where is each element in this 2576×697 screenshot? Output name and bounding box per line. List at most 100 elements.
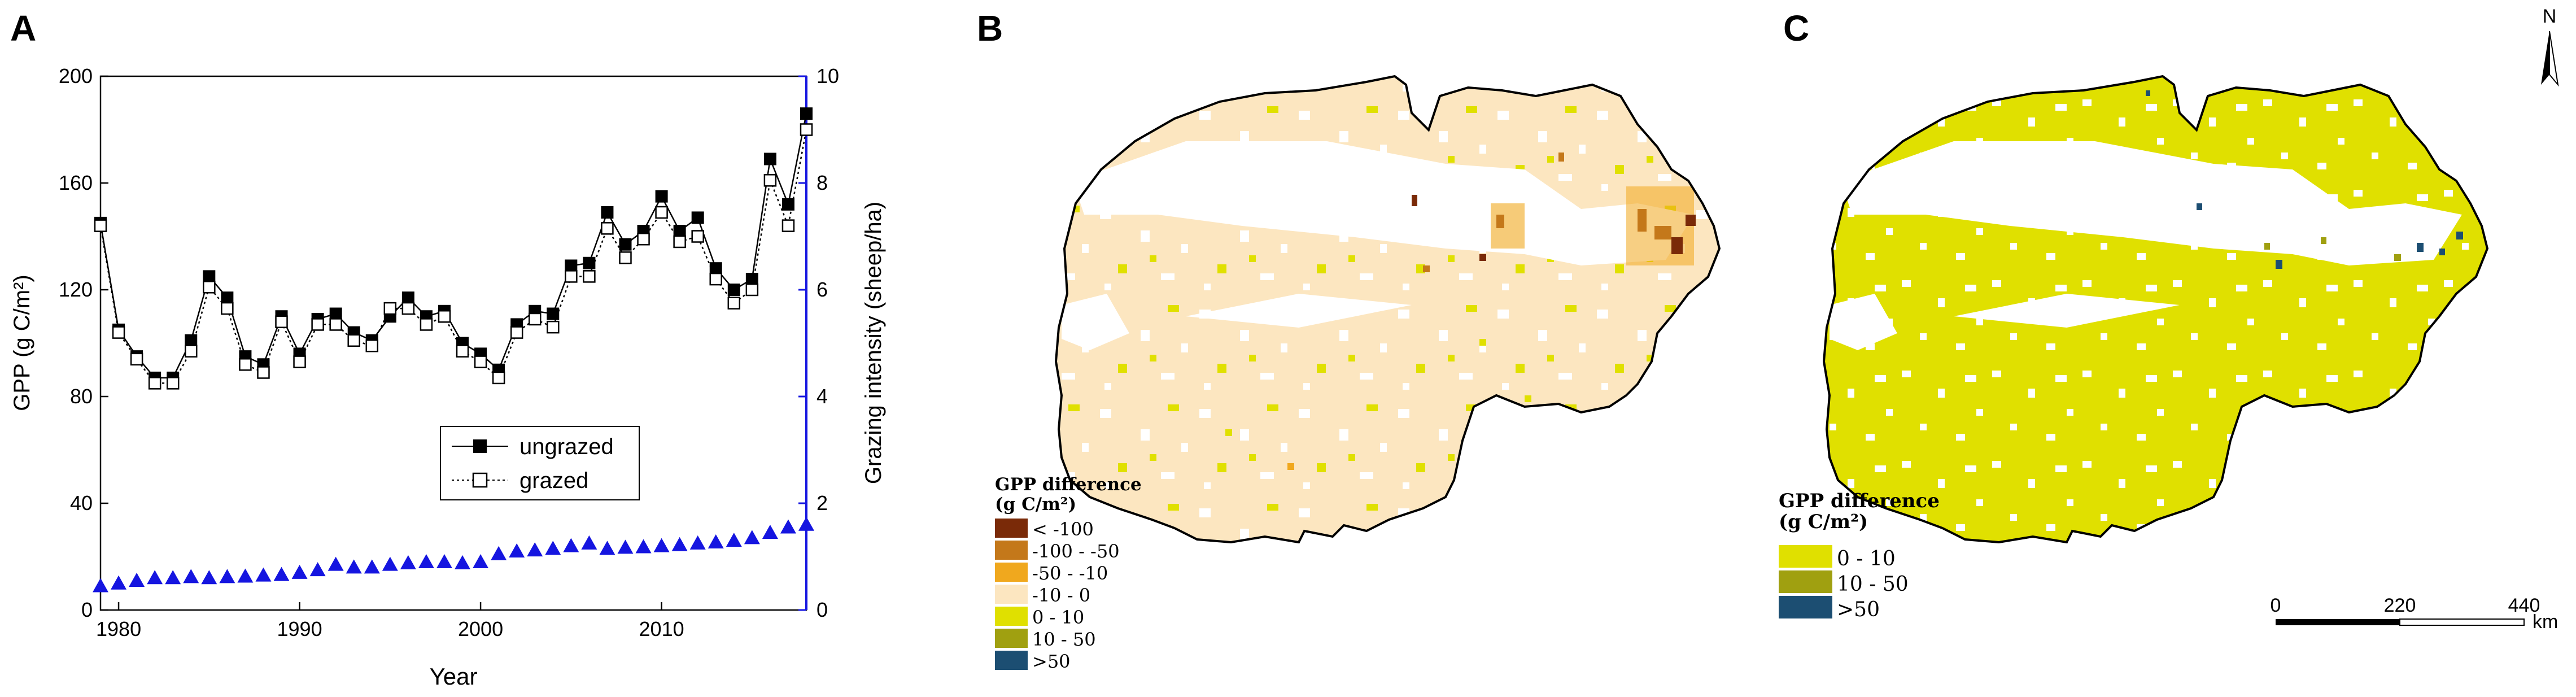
series-point-grazed [781, 219, 795, 232]
series-point-grazing-intensity [726, 533, 742, 547]
map-b-legend-unit: (g C/m²) [995, 494, 1076, 515]
series-point-grazing-intensity [617, 539, 634, 554]
series-point-ungrazed [185, 334, 198, 347]
series-point-grazing-intensity [364, 559, 380, 574]
series-point-ungrazed [745, 273, 758, 286]
series-point-grazing-intensity [798, 516, 814, 531]
series-point-grazing-intensity [273, 567, 290, 581]
series-point-grazing-intensity [581, 535, 597, 550]
map-c-legend-title: GPP difference [1779, 490, 1940, 512]
map-c-white-band [1841, 141, 2462, 265]
legend-label: 0 - 10 [1032, 607, 1084, 628]
series-point-ungrazed [655, 190, 668, 203]
y-tick-label: 0 [81, 598, 93, 621]
scale-tick-220: 220 [2384, 595, 2416, 616]
x-tick-label: 1980 [96, 617, 141, 641]
series-point-grazed [112, 326, 125, 339]
legend-swatch [995, 629, 1028, 648]
legend-label: -100 - -50 [1032, 541, 1120, 562]
y2-tick-label: 8 [817, 171, 828, 194]
series-point-grazed [94, 219, 107, 232]
series-point-grazing-intensity [309, 562, 326, 577]
series-point-grazed [727, 297, 741, 310]
y-tick-label: 160 [59, 171, 93, 194]
series-point-grazed [420, 318, 433, 331]
map-b-white-west [1062, 294, 1129, 350]
series-point-grazing-intensity [129, 573, 145, 587]
series-point-grazing-intensity [671, 537, 688, 551]
panel-a-letter: A [10, 8, 36, 49]
north-label: N [2543, 6, 2557, 27]
series-point-grazing-intensity [111, 575, 127, 590]
panel-c-letter: C [1783, 8, 1809, 49]
series-point-grazed [673, 235, 686, 249]
legend-label: < -100 [1032, 519, 1094, 540]
series-point-grazed [745, 283, 759, 297]
map-b-legend: GPP difference (g C/m²) < -100-100 - -50… [995, 474, 1142, 672]
series-point-grazing-intensity [635, 539, 652, 554]
y-tick-label: 120 [59, 278, 93, 301]
series-point-grazed [709, 272, 722, 286]
series-point-grazing-intensity [328, 556, 344, 571]
series-point-grazed [239, 358, 252, 371]
series-point-ungrazed [619, 238, 632, 251]
series-point-grazed [619, 251, 632, 264]
series-point-grazed [221, 302, 234, 315]
series-point-grazing-intensity [183, 569, 199, 583]
series-point-ungrazed [583, 256, 596, 269]
panel-c-map [1823, 75, 2488, 543]
x-tick-label: 2010 [639, 617, 684, 641]
map-b-fill [1056, 76, 1719, 542]
scale-bar-white [2399, 618, 2525, 626]
series-point-ungrazed [800, 107, 813, 120]
series-point-grazed [185, 345, 198, 358]
series-point-grazed [166, 377, 180, 390]
legend-swatch [995, 651, 1028, 670]
series-point-grazed [203, 281, 216, 294]
series-point-grazed [474, 355, 487, 368]
legend-swatch [995, 563, 1028, 582]
x-axis-label: Year [430, 663, 478, 690]
panel-b-letter: B [977, 8, 1003, 49]
series-point-grazed [347, 334, 360, 347]
series-point-grazed [311, 318, 324, 331]
legend-grazed-label: grazed [519, 468, 588, 493]
map-b-hotspots [1225, 153, 1696, 470]
series-point-grazing-intensity [237, 568, 254, 583]
series-point-grazed [130, 352, 143, 366]
series-point-grazed [148, 377, 161, 390]
series-point-grazed [456, 345, 469, 358]
series-point-grazing-intensity [744, 530, 760, 544]
series-point-grazed [438, 310, 451, 323]
series-point-grazing-intensity [147, 570, 163, 585]
map-c-white-strip [1954, 294, 2180, 328]
series-point-ungrazed [401, 291, 414, 304]
series-point-grazed [637, 232, 650, 246]
series-point-grazing-intensity [436, 554, 452, 568]
map-b-white-band [1073, 141, 1694, 265]
series-point-ungrazed [691, 211, 704, 224]
series-point-grazing-intensity [708, 534, 724, 548]
series-point-grazing-intensity [653, 538, 670, 552]
series-point-grazed [691, 230, 704, 243]
legend-swatch [1779, 570, 1832, 593]
series-point-grazed [383, 302, 397, 315]
scale-bar: 0 220 440 km [2271, 595, 2558, 633]
series-point-grazing-intensity [400, 555, 416, 569]
series-point-grazed [401, 302, 415, 315]
series-point-grazed [655, 206, 668, 219]
series-point-ungrazed [329, 307, 342, 320]
series-point-grazing-intensity [599, 541, 615, 555]
series-point-ungrazed [565, 259, 578, 272]
scale-unit: km [2533, 611, 2558, 633]
y2-tick-label: 4 [817, 385, 828, 408]
y2-tick-label: 0 [817, 598, 828, 621]
legend-box [440, 426, 640, 500]
series-point-grazed [583, 270, 596, 283]
legend-ungrazed-label: ungrazed [519, 434, 614, 459]
series-point-grazing-intensity [255, 567, 272, 582]
series-point-grazing-intensity [780, 519, 796, 534]
series-point-grazing-intensity [201, 570, 217, 585]
legend-swatch [1779, 545, 1832, 568]
